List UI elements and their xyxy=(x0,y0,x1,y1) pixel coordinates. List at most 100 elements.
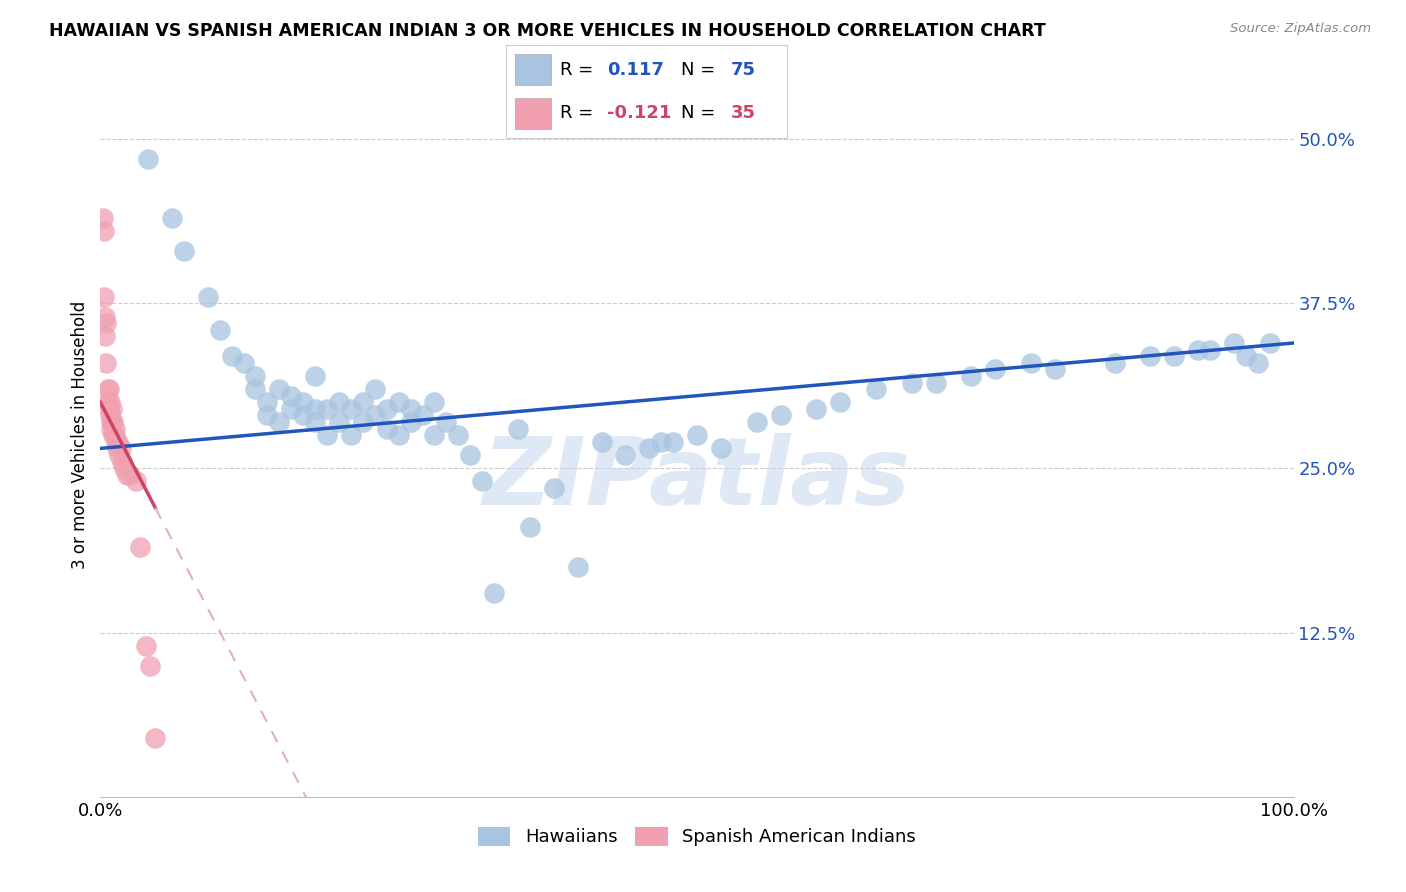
Point xyxy=(221,349,243,363)
Point xyxy=(104,422,127,436)
Point xyxy=(364,382,387,396)
Point xyxy=(110,442,132,456)
Point xyxy=(662,434,685,449)
Point xyxy=(1043,362,1066,376)
Point xyxy=(1139,349,1161,363)
Point xyxy=(98,395,121,409)
Point xyxy=(232,356,254,370)
Point xyxy=(97,401,120,416)
Point xyxy=(280,401,302,416)
Point xyxy=(375,422,398,436)
Point xyxy=(269,382,291,396)
Point xyxy=(1104,356,1126,370)
Point xyxy=(458,448,481,462)
Point xyxy=(865,382,887,396)
Point xyxy=(316,428,339,442)
Point xyxy=(105,442,128,456)
Point xyxy=(434,415,457,429)
Point xyxy=(399,401,422,416)
Point xyxy=(128,540,150,554)
Point xyxy=(1223,336,1246,351)
Point xyxy=(1163,349,1185,363)
Text: N =: N = xyxy=(681,61,720,78)
Point xyxy=(423,428,446,442)
Point xyxy=(506,422,529,436)
Point xyxy=(94,310,117,324)
Point xyxy=(101,415,124,429)
Point xyxy=(115,467,138,482)
Point xyxy=(135,639,157,653)
Y-axis label: 3 or more Vehicles in Household: 3 or more Vehicles in Household xyxy=(72,301,89,569)
Point xyxy=(269,415,291,429)
Point xyxy=(292,409,315,423)
Point xyxy=(567,560,589,574)
Point xyxy=(208,323,231,337)
Point xyxy=(125,475,148,489)
Point xyxy=(256,409,278,423)
Text: -0.121: -0.121 xyxy=(607,104,672,122)
Point xyxy=(1258,336,1281,351)
Point xyxy=(107,434,129,449)
Point xyxy=(143,731,166,746)
Point xyxy=(91,211,114,225)
Text: R =: R = xyxy=(560,61,599,78)
Point xyxy=(328,415,350,429)
Point xyxy=(984,362,1007,376)
Point xyxy=(591,434,613,449)
Point xyxy=(638,442,661,456)
Point xyxy=(710,442,733,456)
Point xyxy=(112,461,135,475)
Text: ZIPatlas: ZIPatlas xyxy=(482,433,911,524)
Point xyxy=(924,376,946,390)
Point xyxy=(447,428,470,442)
Point xyxy=(328,395,350,409)
Text: HAWAIIAN VS SPANISH AMERICAN INDIAN 3 OR MORE VEHICLES IN HOUSEHOLD CORRELATION : HAWAIIAN VS SPANISH AMERICAN INDIAN 3 OR… xyxy=(49,22,1046,40)
Point xyxy=(900,376,922,390)
Point xyxy=(120,467,142,482)
Point xyxy=(304,368,326,383)
Point xyxy=(412,409,434,423)
Point xyxy=(471,475,494,489)
Point xyxy=(96,316,118,330)
Point xyxy=(100,422,122,436)
Point xyxy=(388,428,411,442)
Point xyxy=(614,448,637,462)
Point xyxy=(101,401,124,416)
Point xyxy=(1247,356,1270,370)
Point xyxy=(104,428,127,442)
Point xyxy=(136,152,159,166)
Point xyxy=(245,368,267,383)
Text: Source: ZipAtlas.com: Source: ZipAtlas.com xyxy=(1230,22,1371,36)
Point xyxy=(769,409,792,423)
Point xyxy=(316,401,339,416)
Point xyxy=(280,389,302,403)
FancyBboxPatch shape xyxy=(515,54,551,85)
Point xyxy=(197,290,219,304)
Point xyxy=(304,401,326,416)
Point xyxy=(1019,356,1042,370)
Point xyxy=(100,415,122,429)
Text: R =: R = xyxy=(560,104,599,122)
Point xyxy=(388,395,411,409)
Point xyxy=(173,244,195,258)
Point xyxy=(104,434,127,449)
Text: 75: 75 xyxy=(731,61,756,78)
Point xyxy=(103,428,125,442)
Point xyxy=(256,395,278,409)
Point xyxy=(292,395,315,409)
Point xyxy=(304,415,326,429)
FancyBboxPatch shape xyxy=(515,98,551,129)
Point xyxy=(94,329,117,343)
Point xyxy=(340,401,363,416)
Point xyxy=(1199,343,1222,357)
Point xyxy=(399,415,422,429)
Point xyxy=(96,356,118,370)
Point xyxy=(686,428,709,442)
Point xyxy=(830,395,852,409)
Point xyxy=(543,481,565,495)
Point xyxy=(364,409,387,423)
Point xyxy=(519,520,541,534)
Point xyxy=(352,415,374,429)
Point xyxy=(111,454,134,468)
Point xyxy=(108,448,131,462)
